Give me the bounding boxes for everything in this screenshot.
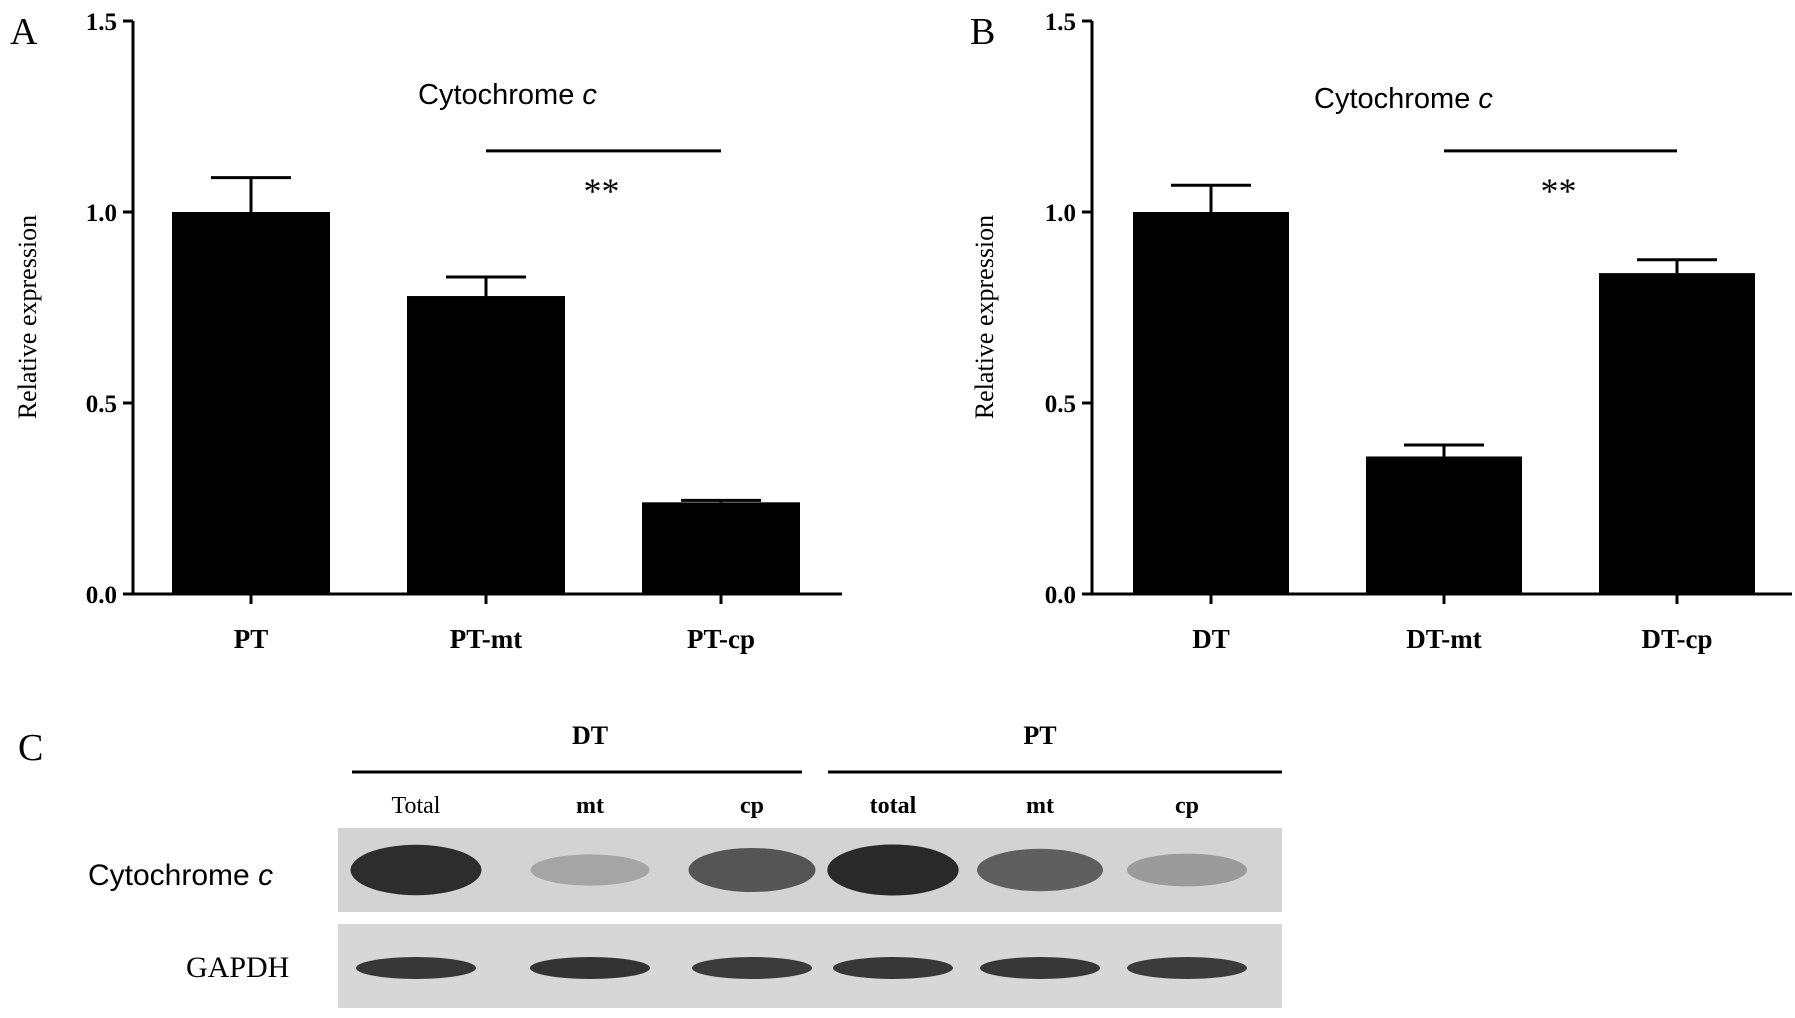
y-tick-label: 1.0 — [86, 200, 117, 227]
x-tick-label: DT-cp — [1641, 624, 1712, 654]
chart-panel-a: Cytochrome c Relative expression 0.0 0.5 1… — [13, 9, 842, 654]
blot-lane-label: mt — [576, 793, 604, 819]
blot-band — [1127, 853, 1247, 887]
y-tick-label: 0.0 — [1045, 582, 1076, 609]
blot-lane-label: cp — [740, 793, 764, 819]
y-tick-label: 0.5 — [86, 391, 117, 418]
y-tick-label: 0.0 — [86, 582, 117, 609]
blot-lane-label: mt — [1026, 793, 1054, 819]
panel-letter-a: A — [10, 11, 38, 53]
blot-group-label-dt: DT — [572, 721, 608, 750]
bar — [1133, 212, 1289, 594]
blot-band — [688, 848, 816, 892]
panel-letter-c: C — [18, 727, 43, 769]
blot-lane-label: total — [870, 793, 917, 819]
x-tick-label: PT — [234, 624, 269, 654]
blot-band — [977, 848, 1103, 892]
blot-bands — [350, 844, 1247, 979]
blot-row-label-cytochrome-c: Cytochrome c — [88, 859, 273, 892]
bar — [1366, 456, 1522, 594]
chart-b-title: Cytochrome c — [1314, 83, 1493, 115]
y-tick-label: 1.5 — [86, 9, 117, 36]
blot-band — [350, 844, 482, 896]
blot-band — [827, 844, 959, 896]
chart-a-title: Cytochrome c — [418, 79, 597, 111]
chart-panel-b: Cytochrome c Relative expression 0.0 0.5 1… — [970, 9, 1792, 654]
y-tick-label: 1.5 — [1045, 9, 1076, 36]
blot-band — [980, 957, 1100, 979]
blot-group-label-pt: PT — [1023, 721, 1056, 750]
x-tick-label: PT-cp — [687, 624, 755, 654]
chart-a-ylabel: Relative expression — [13, 215, 42, 419]
y-tick-label: 0.5 — [1045, 391, 1076, 418]
chart-b-ylabel: Relative expression — [970, 215, 999, 419]
blot-lane-label: cp — [1175, 793, 1199, 819]
western-blot: DT PT Total mt cp total mt cp Cytochrome… — [88, 721, 1282, 1008]
blot-band — [692, 957, 812, 979]
blot-band — [1127, 957, 1247, 979]
blot-band — [356, 957, 476, 979]
x-tick-label: PT-mt — [450, 624, 523, 654]
y-tick-label: 1.0 — [1045, 200, 1076, 227]
bar — [407, 296, 565, 594]
blot-band — [833, 957, 953, 979]
blot-band — [530, 957, 650, 979]
bar — [642, 502, 800, 594]
panel-letter-b: B — [970, 11, 995, 53]
significance-label: ** — [1541, 171, 1577, 211]
x-tick-label: DT-mt — [1406, 624, 1482, 654]
bar — [1599, 273, 1755, 594]
blot-band — [530, 854, 650, 886]
significance-label: ** — [584, 171, 620, 211]
bar — [172, 212, 330, 594]
blot-lane-label: Total — [392, 793, 441, 819]
x-tick-label: DT — [1192, 624, 1230, 654]
blot-row-label-gapdh: GAPDH — [186, 951, 289, 984]
